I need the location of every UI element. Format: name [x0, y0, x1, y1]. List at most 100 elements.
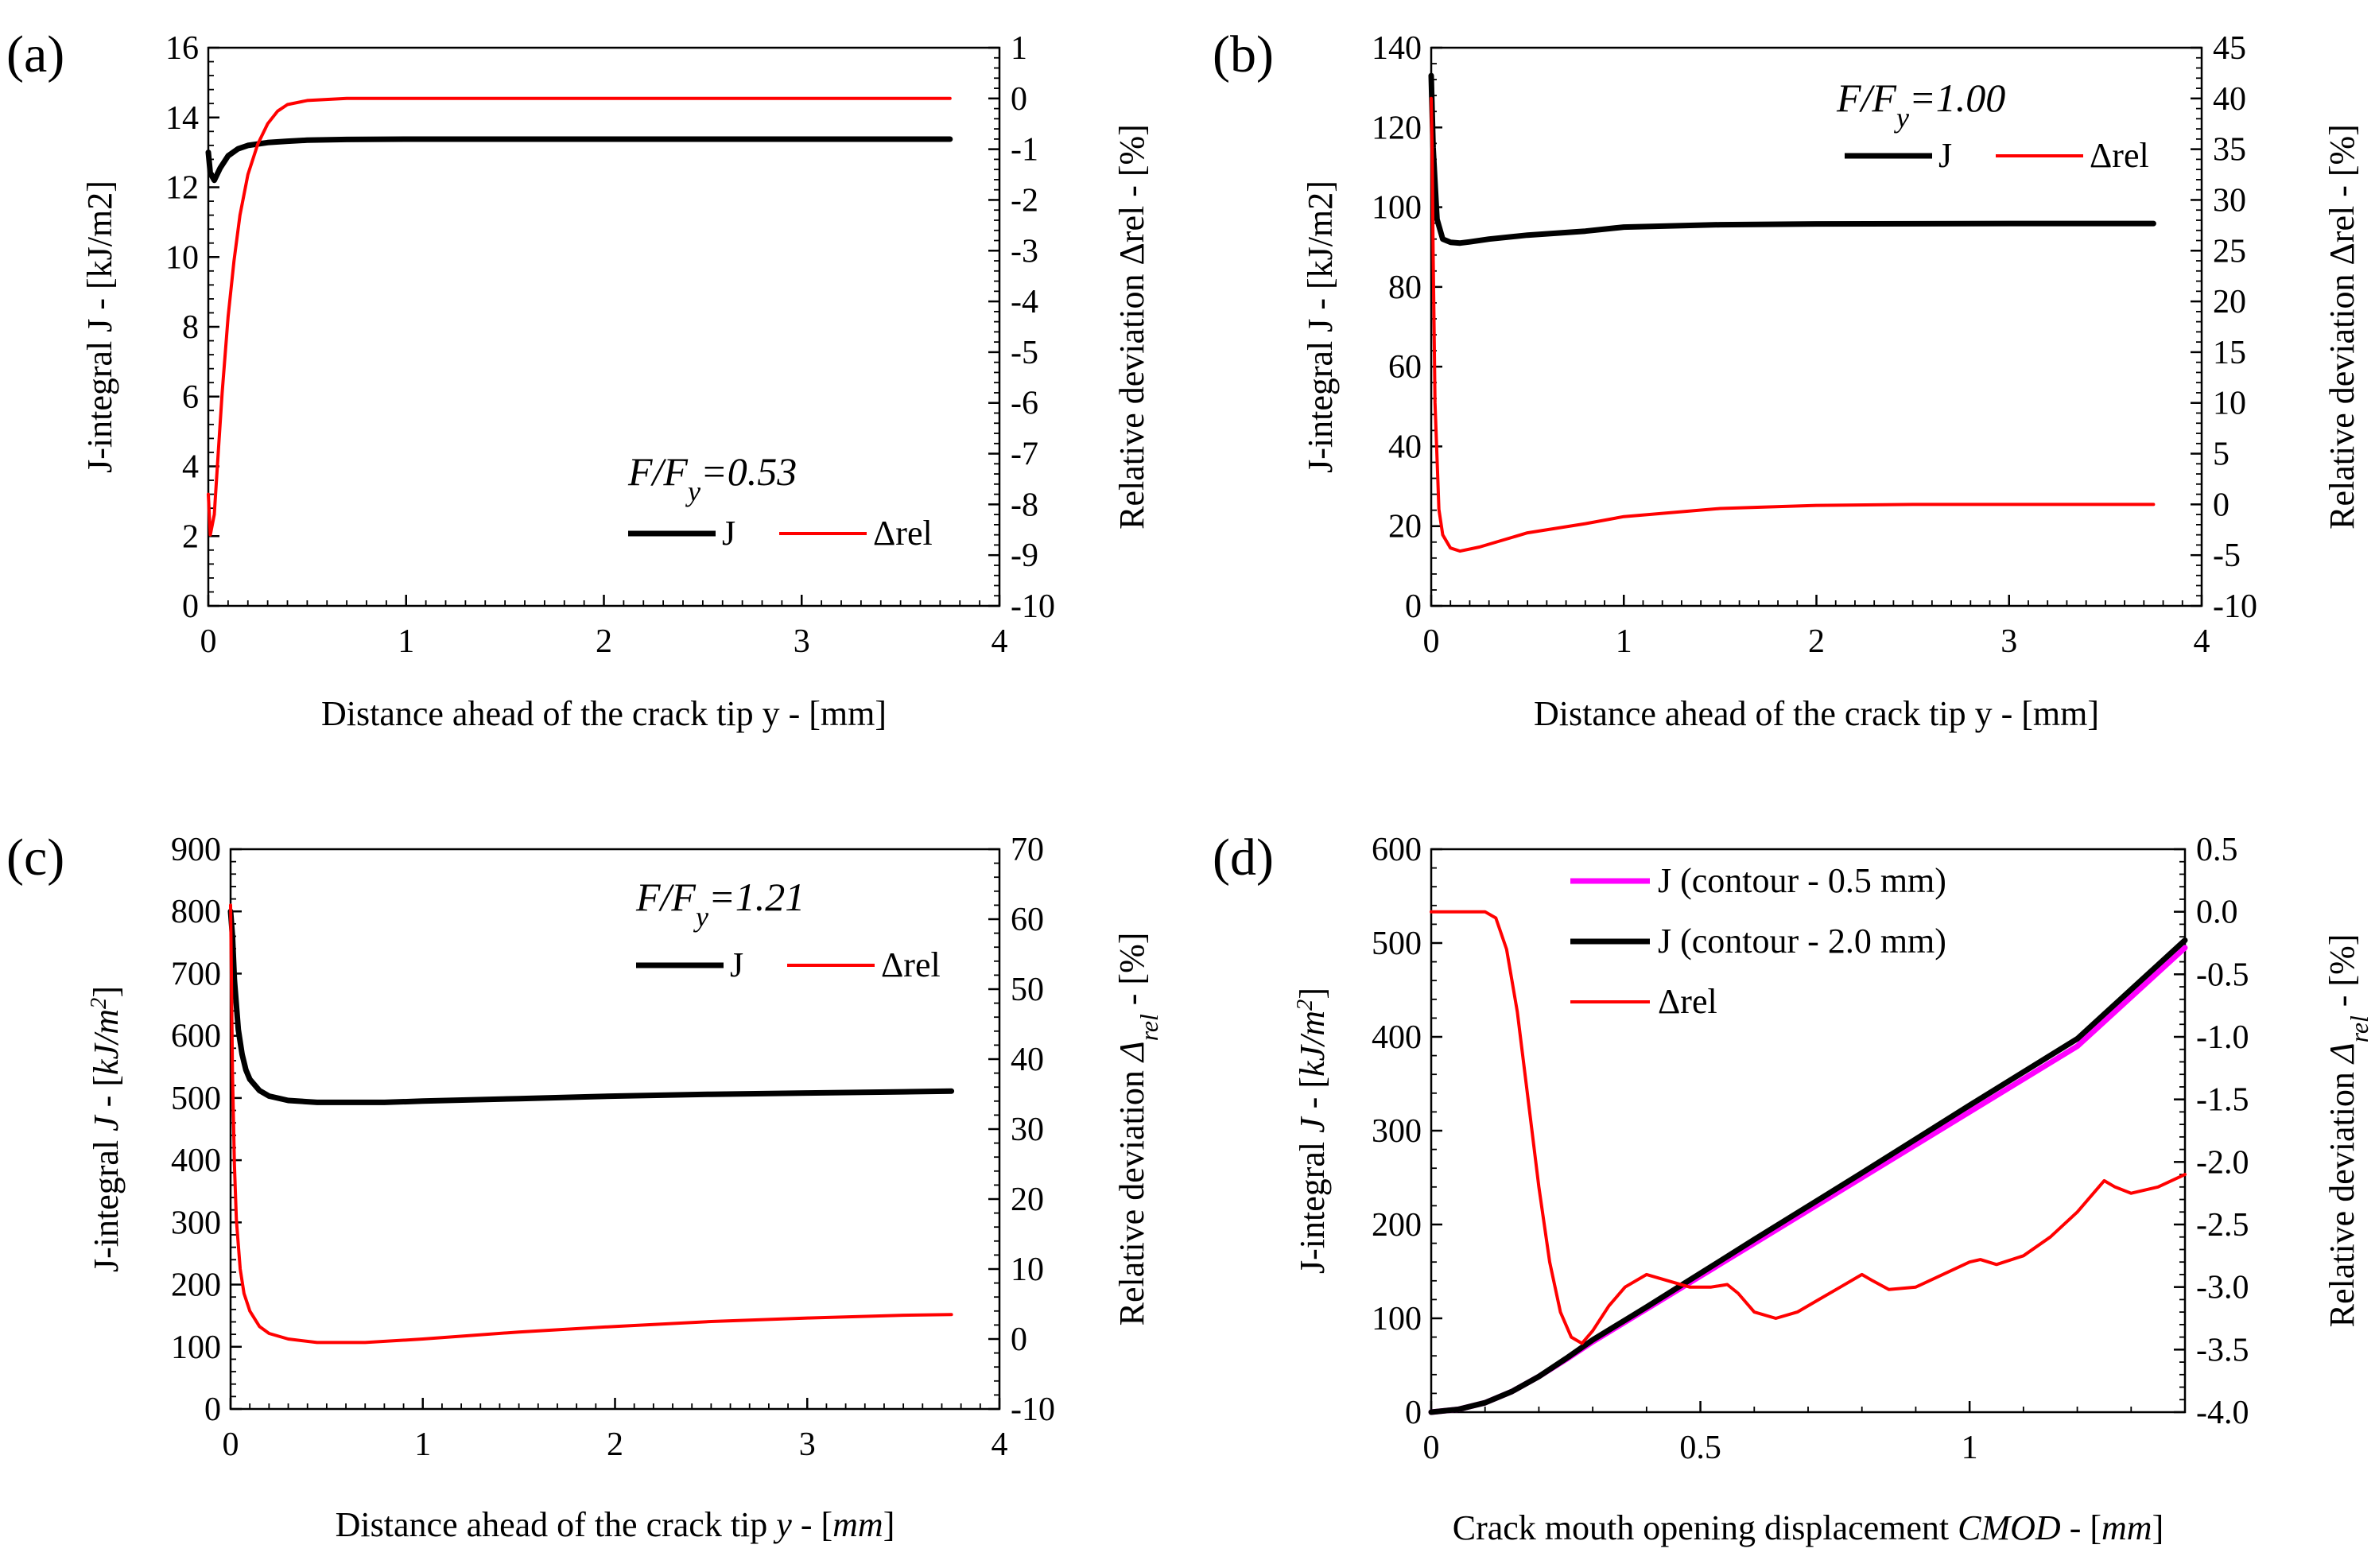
- y-axis-label-part-4: 2: [1293, 999, 1318, 1011]
- legend-label: J: [1938, 136, 1952, 175]
- y-tick-label: 8: [182, 309, 199, 346]
- y2-axis-label-part-0: Relative deviation: [1112, 1062, 1151, 1325]
- y-axis-label-part-1: J: [1293, 1116, 1332, 1133]
- x-axis-label-part-3: mm: [832, 1505, 883, 1544]
- y2-tick-label: -5: [2213, 538, 2241, 574]
- panel-label: (d): [1213, 829, 1274, 887]
- series-line-j: [205, 136, 953, 184]
- y2-axis-label-part-1: Δ: [1112, 1041, 1151, 1063]
- series-line--rel: [1430, 910, 2187, 1345]
- legend: J (contour - 0.5 mm) J (contour - 2.0 mm)…: [1570, 861, 1946, 1021]
- y2-tick-label: -4.0: [2196, 1395, 2249, 1431]
- y2-axis-label: Relative deviation Δrel - [%]: [1112, 124, 1151, 530]
- x-axis-label-part-2: - [: [2061, 1508, 2101, 1547]
- y-tick-label: 16: [165, 30, 199, 67]
- y-tick-label: 80: [1388, 270, 1422, 306]
- series-line-j: [227, 908, 955, 1105]
- y-tick-label: 500: [171, 1081, 221, 1117]
- y-tick-label: 100: [1372, 190, 1422, 227]
- y-tick-label: 140: [1372, 30, 1422, 67]
- panel-label: (c): [6, 829, 64, 887]
- y-tick-label: 0: [182, 588, 199, 625]
- y2-tick-label: 25: [2213, 233, 2246, 270]
- y2-tick-label: -2: [1011, 182, 1038, 219]
- legend-label: J: [722, 514, 735, 553]
- legend-label: Δrel: [2090, 136, 2149, 175]
- y2-axis-label-part-2: rel: [1135, 1014, 1163, 1041]
- panel-label: (a): [6, 25, 64, 83]
- y-tick-label: 0: [1405, 588, 1422, 625]
- y-tick-label: 120: [1372, 110, 1422, 146]
- y-axis-label: J-integral J - [kJ/m2]: [87, 986, 126, 1272]
- y-tick-label: 60: [1388, 349, 1422, 386]
- y-tick-label: 200: [1372, 1207, 1422, 1244]
- load-ratio-annotation-part-0: F/F: [635, 875, 696, 919]
- y2-tick-label: 0.5: [2196, 832, 2238, 868]
- y-axis-label: J-integral J - [kJ/m2]: [80, 180, 119, 473]
- y2-tick-label: 40: [1011, 1042, 1044, 1078]
- load-ratio-annotation-part-0: F/F: [627, 449, 688, 494]
- y-axis-label: J-integral J - [kJ/m2]: [1301, 180, 1340, 473]
- y2-axis-label: Relative deviation Δrel - [%]: [1112, 933, 1163, 1326]
- y2-axis-label-part-2: rel: [2346, 1015, 2373, 1042]
- y-tick-label: 400: [171, 1143, 221, 1179]
- x-tick-label: 0: [200, 623, 217, 660]
- x-tick-label: 3: [794, 623, 810, 660]
- x-axis-label: Distance ahead of the crack tip y - [mm]: [1534, 694, 2099, 733]
- y-tick-label: 700: [171, 956, 221, 992]
- y-axis-label-part-3: kJ/m: [87, 1009, 126, 1075]
- y2-tick-label: 15: [2213, 335, 2246, 371]
- load-ratio-annotation-part-1: y: [685, 475, 700, 507]
- x-axis-label-part-1: CMOD: [1958, 1508, 2061, 1547]
- y2-axis-label-part-0: Relative deviation: [2323, 1063, 2361, 1327]
- x-tick-label: 3: [2001, 623, 2017, 660]
- x-axis-label-part-0: Crack mouth opening displacement: [1453, 1508, 1958, 1547]
- y2-tick-label: 30: [1011, 1112, 1044, 1148]
- load-ratio-annotation-part-2: =0.53: [700, 449, 797, 494]
- y-axis-label-part-5: ]: [87, 986, 126, 998]
- y-tick-label: 14: [165, 100, 199, 137]
- x-axis-label-part-0: Distance ahead of the crack tip: [336, 1505, 777, 1544]
- y2-tick-label: 20: [2213, 284, 2246, 320]
- load-ratio-annotation: F/Fy=1.00: [1836, 76, 2005, 134]
- y2-tick-label: 10: [1011, 1252, 1044, 1288]
- x-axis-label-part-2: - [: [792, 1505, 832, 1544]
- y-axis-label-part-4: 2: [87, 998, 111, 1009]
- load-ratio-annotation-part-1: y: [1894, 102, 1909, 134]
- y2-tick-label: -3.0: [2196, 1270, 2249, 1306]
- x-tick-label: 4: [992, 1426, 1008, 1463]
- y-tick-label: 4: [182, 449, 199, 486]
- y2-tick-label: -5: [1011, 335, 1038, 371]
- y-axis-label-part-3: kJ/m: [1293, 1011, 1332, 1077]
- legend: J Δrel: [628, 514, 933, 553]
- y2-axis-label: Relative deviation Δrel - [%]: [2323, 934, 2373, 1328]
- series-line--rel: [229, 903, 953, 1345]
- y-tick-label: 2: [182, 518, 199, 555]
- x-tick-label: 1: [1616, 623, 1632, 660]
- y2-tick-label: 20: [1011, 1182, 1044, 1218]
- y2-tick-label: 40: [2213, 81, 2246, 118]
- x-axis-label-part-4: ]: [2152, 1508, 2164, 1547]
- y2-axis-label-part-3: - [%]: [1112, 933, 1151, 1015]
- series-line-j-contour-2-0-mm-: [1428, 937, 2188, 1415]
- y2-tick-label: -9: [1011, 538, 1038, 574]
- x-tick-label: 1: [398, 623, 414, 660]
- y2-tick-label: -1.5: [2196, 1082, 2249, 1119]
- load-ratio-annotation: F/Fy=1.21: [635, 875, 805, 933]
- x-tick-label: 0.5: [1679, 1430, 1721, 1466]
- y-axis-label-part-1: J: [87, 1114, 126, 1131]
- legend: J Δrel: [1845, 136, 2149, 175]
- y2-tick-label: -3: [1011, 233, 1038, 270]
- y-tick-label: 20: [1388, 509, 1422, 545]
- panel-label: (b): [1213, 25, 1274, 83]
- y-tick-label: 600: [1372, 832, 1422, 868]
- x-tick-label: 0: [1423, 1430, 1440, 1466]
- y2-tick-label: -3.5: [2196, 1332, 2249, 1368]
- y2-tick-label: -6: [1011, 386, 1038, 422]
- y-tick-label: 300: [1372, 1113, 1422, 1150]
- x-axis-label-part-3: mm: [2101, 1508, 2152, 1547]
- load-ratio-annotation-part-1: y: [693, 901, 708, 933]
- series-line--rel: [207, 96, 952, 537]
- legend: J Δrel: [636, 945, 941, 984]
